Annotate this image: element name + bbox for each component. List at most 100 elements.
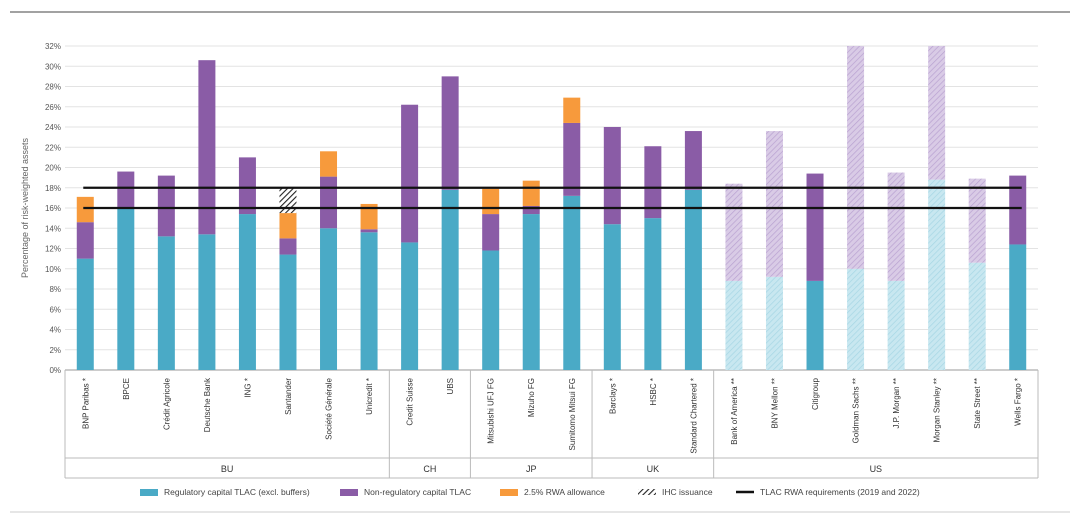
bar-segment — [238, 157, 256, 215]
bar-segment — [157, 175, 175, 237]
bar-segment — [522, 214, 540, 370]
category-label: State Street ** — [973, 378, 982, 429]
category-label: Morgan Stanley ** — [933, 378, 942, 442]
bar-segment — [279, 238, 297, 255]
y-tick-label: 10% — [45, 265, 61, 274]
bar-segment — [76, 222, 94, 259]
category-label: Wells Fargo * — [1014, 378, 1023, 426]
bar-segment — [279, 187, 297, 214]
bar-segment — [482, 214, 500, 251]
y-tick-label: 26% — [45, 103, 61, 112]
bar-segment — [401, 104, 419, 243]
y-tick-label: 18% — [45, 184, 61, 193]
bar-segment — [441, 76, 459, 190]
bar-segment — [563, 195, 581, 370]
category-label: Barclays * — [608, 378, 617, 414]
y-tick-label: 28% — [45, 83, 61, 92]
x-axis: BNP Paribas * BPCE Crédit Agricole Deutsche… — [64, 370, 1039, 479]
bar-segment — [684, 131, 702, 190]
y-tick-label: 2% — [49, 346, 61, 355]
y-tick-label: 30% — [45, 62, 61, 71]
bar-segment — [847, 46, 865, 269]
y-tick-label: 16% — [45, 204, 61, 213]
category-label: Unicredit * — [365, 378, 374, 415]
y-tick-label: 24% — [45, 123, 61, 132]
y-tick-label: 0% — [49, 366, 61, 375]
bar-segment — [887, 280, 905, 370]
category-label: Deutsche Bank — [203, 377, 212, 432]
legend-label: Non-regulatory capital TLAC — [364, 487, 471, 497]
bar-segment — [644, 146, 662, 219]
y-axis-title: Percentage of risk-weighted assets — [20, 137, 30, 278]
bar-segment — [968, 262, 986, 370]
category-label: BNP Paribas * — [81, 378, 90, 429]
bar-segment — [644, 218, 662, 370]
bar-segment — [563, 122, 581, 196]
category-label: Mitsubishi UFJ FG — [487, 378, 496, 444]
category-label: Sumitomo Mitsui FG — [568, 378, 577, 450]
y-tick-label: 14% — [45, 224, 61, 233]
bar-segment — [198, 60, 216, 235]
bar-segment — [117, 171, 135, 208]
legend-swatch — [140, 489, 158, 496]
bar-segment — [603, 224, 621, 370]
group-label: BU — [221, 464, 234, 474]
category-label: Standard Chartered * — [689, 378, 698, 454]
bar-segment — [928, 46, 946, 180]
bar-segment — [684, 189, 702, 370]
category-label: BNY Mellon ** — [770, 378, 779, 429]
bar-segment — [765, 276, 783, 370]
category-label: UBS — [446, 378, 455, 394]
bar-segment — [725, 280, 743, 370]
bar-segment — [279, 254, 297, 370]
category-label: HSBC * — [649, 378, 658, 406]
bar-segment — [847, 268, 865, 370]
bar-segment — [887, 172, 905, 281]
bar-segment — [765, 131, 783, 277]
group-label: JP — [526, 464, 537, 474]
bar-segment — [482, 250, 500, 370]
legend: Regulatory capital TLAC (excl. buffers) N… — [140, 487, 920, 497]
bar-segment — [360, 203, 378, 230]
bar-segment — [320, 176, 338, 229]
bar-segment — [441, 189, 459, 370]
legend-label: IHC issuance — [662, 487, 713, 497]
category-label: Santander — [284, 378, 293, 415]
bar-segment — [157, 236, 175, 370]
group-label: UK — [647, 464, 660, 474]
bar-segment — [563, 97, 581, 123]
bar-segment — [928, 179, 946, 370]
category-label: Société Générale — [325, 377, 334, 439]
bars — [76, 46, 1027, 370]
bar-segment — [360, 229, 378, 233]
bar-segment — [968, 178, 986, 263]
bar-segment — [522, 180, 540, 206]
bar-segment — [1009, 175, 1027, 245]
y-tick-label: 6% — [49, 305, 61, 314]
legend-label: Regulatory capital TLAC (excl. buffers) — [164, 487, 310, 497]
category-label: ING * — [243, 378, 252, 398]
bar-segment — [806, 280, 824, 370]
y-tick-label: 8% — [49, 285, 61, 294]
bar-segment — [401, 242, 419, 370]
category-label: Mizuho FG — [527, 378, 536, 417]
y-tick-label: 20% — [45, 164, 61, 173]
y-tick-label: 22% — [45, 143, 61, 152]
category-label: Goldman Sachs ** — [852, 378, 861, 443]
bar-segment — [320, 151, 338, 177]
y-tick-label: 12% — [45, 245, 61, 254]
requirement-lines — [83, 186, 1022, 210]
category-label: J.P. Morgan ** — [892, 378, 901, 429]
legend-swatch — [500, 489, 518, 496]
bar-segment — [76, 196, 94, 223]
bar-segment — [482, 188, 500, 215]
legend-swatch — [638, 489, 656, 495]
category-label: Crédit Agricole — [162, 377, 171, 430]
legend-label: 2.5% RWA allowance — [524, 487, 605, 497]
bar-segment — [198, 234, 216, 370]
bar-segment — [603, 127, 621, 225]
bar-segment — [806, 173, 824, 281]
bar-segment — [279, 213, 297, 239]
bar-segment — [76, 258, 94, 370]
